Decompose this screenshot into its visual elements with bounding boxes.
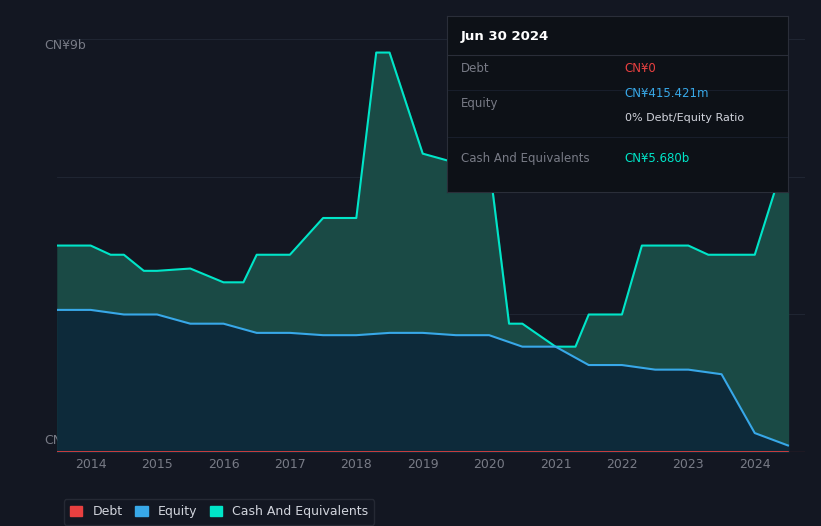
Text: 0% Debt/Equity Ratio: 0% Debt/Equity Ratio xyxy=(625,113,744,123)
Text: Jun 30 2024: Jun 30 2024 xyxy=(461,30,549,43)
Text: CN¥0: CN¥0 xyxy=(625,62,656,75)
Text: Debt: Debt xyxy=(461,62,489,75)
Legend: Debt, Equity, Cash And Equivalents: Debt, Equity, Cash And Equivalents xyxy=(64,499,374,525)
Text: CN¥9b: CN¥9b xyxy=(44,39,86,52)
Text: Cash And Equivalents: Cash And Equivalents xyxy=(461,152,589,165)
Text: CN¥5.680b: CN¥5.680b xyxy=(625,152,690,165)
Text: CN¥0: CN¥0 xyxy=(44,434,78,447)
Text: Equity: Equity xyxy=(461,97,498,110)
Text: CN¥415.421m: CN¥415.421m xyxy=(625,87,709,100)
